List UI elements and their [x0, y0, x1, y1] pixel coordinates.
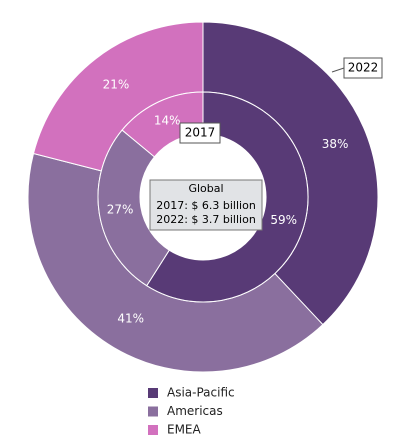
data-label: 14% — [154, 113, 181, 127]
leader-line — [331, 67, 345, 73]
rings — [27, 21, 379, 373]
legend-label: EMEA — [167, 423, 202, 437]
donut-sector — [121, 91, 204, 158]
ring-label: 2017 — [185, 126, 216, 140]
legend-swatch — [148, 406, 158, 417]
ring-label-box — [343, 57, 383, 79]
ring-label-box — [179, 122, 221, 144]
annotation-box — [149, 179, 263, 231]
legend-swatch — [148, 388, 158, 398]
legend: Asia-Pacific Americas EMEA — [148, 386, 235, 437]
data-label: 38% — [322, 137, 349, 151]
legend-swatch — [148, 425, 158, 435]
legend-label: Asia-Pacific — [167, 386, 235, 400]
annotation-line: 2017: $ 6.3 billion — [156, 199, 256, 212]
annotation-line: 2022: $ 3.7 billion — [156, 213, 256, 226]
ring-label: 2022 — [348, 61, 379, 75]
labels: 38% 41% 21% 59% 27% 14% — [103, 77, 349, 325]
ring-divider — [97, 91, 309, 303]
data-label: 27% — [107, 203, 134, 217]
data-label: 41% — [117, 312, 144, 326]
annotation-title: Global — [188, 182, 223, 195]
legend-label: Americas — [167, 404, 223, 418]
data-label: 59% — [270, 213, 297, 227]
donut-sector — [146, 91, 309, 303]
data-label: 21% — [103, 77, 130, 91]
